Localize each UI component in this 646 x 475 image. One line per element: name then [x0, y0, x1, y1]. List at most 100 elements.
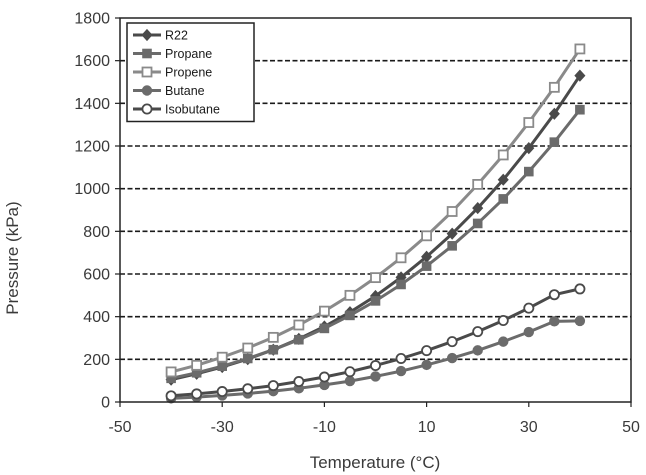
data-point-r22	[472, 201, 484, 215]
data-point-propene	[472, 178, 484, 190]
data-point-propane	[217, 361, 227, 371]
x-tick-label: -50	[108, 419, 131, 436]
data-point-isobutane	[216, 386, 228, 398]
data-point-isobutane	[472, 326, 484, 338]
data-point-isobutane	[242, 383, 254, 395]
data-point-butane	[344, 375, 356, 387]
data-point-propene	[370, 272, 381, 284]
x-tick-label: 30	[520, 419, 538, 436]
y-tick-label: 1800	[74, 11, 110, 28]
data-point-propene	[446, 206, 458, 217]
data-point-isobutane	[191, 388, 203, 400]
data-point-isobutane	[523, 302, 535, 314]
data-point-butane	[446, 352, 458, 364]
x-tick-label: -30	[211, 419, 234, 436]
data-point-isobutane	[395, 352, 407, 364]
series-isobutane	[165, 283, 586, 402]
data-point-isobutane	[548, 289, 560, 301]
data-point-propene	[574, 43, 586, 55]
x-tick-label: -10	[313, 419, 336, 436]
data-point-propene	[165, 366, 177, 378]
data-point-propene	[523, 117, 535, 128]
data-point-propane	[447, 241, 457, 251]
data-point-butane	[395, 365, 407, 377]
legend-label: Propane	[165, 47, 212, 61]
data-point-propane	[345, 310, 355, 321]
data-point-propane	[472, 218, 483, 229]
legend-marker	[142, 48, 152, 59]
data-point-butane	[421, 359, 432, 371]
data-point-propene	[421, 230, 433, 242]
y-tick-label: 800	[83, 224, 110, 241]
legend-marker	[141, 85, 153, 96]
data-point-propane	[370, 296, 381, 306]
data-point-isobutane	[574, 283, 586, 295]
legend-item-isobutane: Isobutane	[133, 103, 220, 117]
data-point-propane	[396, 279, 406, 290]
legend: R22 Propane Propene Butane Isobutane	[126, 22, 255, 123]
y-tick-label: 1400	[74, 96, 110, 113]
y-tick-label: 400	[83, 309, 110, 326]
data-point-propene	[318, 305, 330, 317]
data-point-propene	[242, 342, 254, 354]
x-tick-label: 10	[418, 419, 436, 436]
y-tick-label: 1000	[74, 181, 110, 198]
data-point-isobutane	[165, 390, 177, 402]
data-point-isobutane	[344, 366, 356, 378]
plot-frame	[119, 17, 632, 403]
data-point-propene	[267, 331, 279, 343]
y-axis-title: Pressure (kPa)	[3, 201, 22, 314]
legend-marker	[141, 66, 153, 78]
y-tick-label: 0	[101, 395, 110, 412]
y-axis: 0 200 400 600 800 1000 1200 1400 1600 1800	[74, 11, 120, 412]
legend-item-butane: Butane	[133, 84, 205, 98]
data-point-propane	[294, 334, 304, 345]
y-tick-label: 600	[83, 267, 110, 284]
data-point-isobutane	[421, 345, 433, 357]
data-point-r22	[497, 173, 509, 186]
y-tick-label: 1200	[74, 139, 110, 156]
series-layer	[165, 43, 586, 404]
data-point-isobutane	[318, 371, 330, 383]
data-point-propene	[497, 149, 509, 161]
legend-label: Butane	[165, 84, 205, 98]
data-point-butane	[370, 371, 381, 382]
data-point-r22	[446, 227, 458, 240]
data-point-propane	[498, 194, 509, 204]
data-point-propene	[395, 252, 407, 264]
legend-item-r22: R22	[133, 29, 188, 43]
series-butane	[165, 315, 586, 404]
data-point-propane	[268, 344, 279, 355]
series-line-propane	[170, 108, 582, 380]
y-tick-label: 200	[83, 352, 110, 369]
data-point-propene	[548, 81, 560, 93]
data-point-butane	[549, 316, 560, 327]
legend-marker	[141, 103, 153, 115]
data-point-propene	[293, 319, 305, 331]
data-point-butane	[574, 315, 586, 327]
data-point-propane	[166, 373, 176, 384]
data-point-propane	[242, 353, 253, 364]
data-point-isobutane	[369, 360, 381, 372]
data-point-propane	[575, 104, 585, 115]
series-propene	[165, 43, 586, 378]
data-point-propane	[524, 166, 534, 177]
y-tick-label: 1600	[74, 53, 110, 70]
legend-item-propene: Propene	[133, 66, 212, 80]
data-point-isobutane	[267, 380, 279, 392]
data-point-butane	[319, 379, 330, 391]
data-point-r22	[574, 69, 586, 82]
data-point-butane	[472, 345, 483, 356]
data-point-isobutane	[497, 315, 509, 327]
legend-label: Isobutane	[165, 103, 220, 117]
legend-label: Propene	[165, 66, 212, 80]
data-point-r22	[548, 107, 560, 120]
data-point-butane	[498, 336, 509, 347]
x-axis: -50 -30 -10 10 30 50	[108, 402, 640, 436]
data-point-propane	[191, 367, 202, 378]
data-point-propene	[216, 351, 228, 363]
legend-marker	[141, 28, 153, 42]
x-axis-title: Temperature (°C)	[310, 453, 441, 472]
legend-label: R22	[165, 29, 188, 43]
